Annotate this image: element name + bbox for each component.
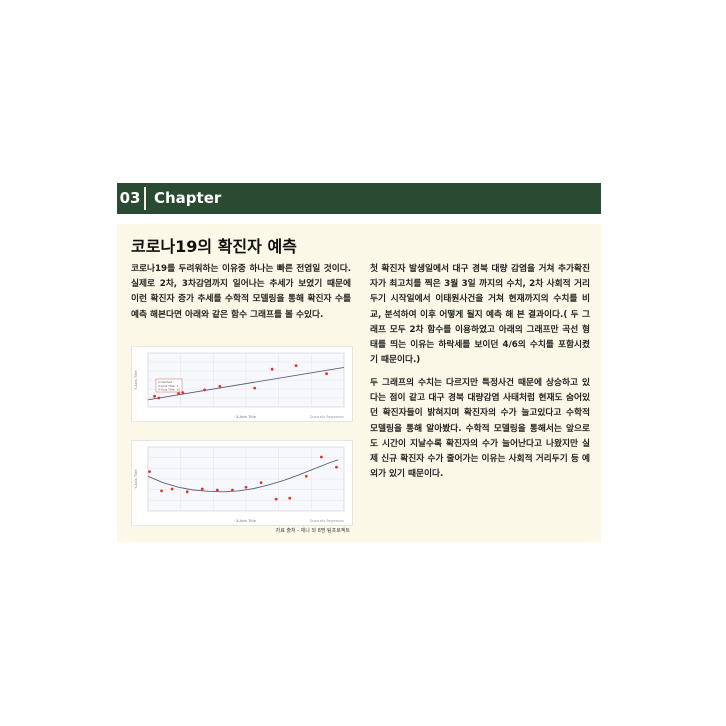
data-point-7 [253, 386, 257, 390]
data-point-14 [335, 465, 338, 469]
y-axis-label: Y-Axis Title [134, 370, 138, 390]
data-point-9 [259, 481, 263, 485]
data-point-1 [153, 394, 156, 398]
x-axis-label: X-Axis Title [236, 519, 257, 523]
article-title: 코로나19의 확진자 예측 [131, 237, 297, 256]
data-point-12 [304, 474, 308, 478]
x-axis-label: X-Axis Title [236, 415, 257, 419]
paragraph-conclusion: 두 그래프의 수치는 다르지만 특정사건 때문에 상승하고 있다는 점이 같고 … [370, 378, 590, 480]
regression-curve [147, 459, 339, 493]
chart-footer-label: Quadratic Regression [310, 519, 344, 523]
chart-1-svg: X-Axis Title Y-Axis Title Quadratic Regres… [134, 352, 345, 419]
data-point-3 [177, 392, 180, 395]
y-axis-label: Y-Axis Title [134, 469, 138, 489]
data-point-7 [231, 488, 234, 492]
regression-curve [147, 366, 345, 401]
data-point-2 [157, 396, 161, 400]
chart-u-shaped-regression: X-Axis Title Y-Axis Title Quadratic Regres… [131, 440, 353, 526]
chart-footer-label: Quadratic Regression [310, 415, 344, 419]
data-point-4 [185, 490, 189, 494]
data-point-13 [319, 455, 323, 459]
source-caption: 자료 출처 - 재니 외 8명 팀프로젝트 [275, 528, 350, 534]
paragraph-analysis: 첫 확진자 발생일에서 대구 경북 대량 감염을 거쳐 추가확진자가 최고치를 … [370, 264, 590, 366]
data-point-6 [215, 488, 219, 492]
chart-legend-box [155, 378, 183, 393]
data-point-8 [244, 485, 248, 489]
chart-legend-entry: Collected [158, 380, 172, 384]
chart-2-svg: X-Axis Title Y-Axis Title Quadratic Regres… [134, 446, 345, 523]
data-point-2 [160, 489, 163, 493]
data-point-10 [325, 372, 328, 376]
paragraph-intro: 코로나19를 두려워하는 이유중 하나는 빠른 전염일 것이다. 실제로 2차,… [131, 264, 351, 320]
data-point-9 [294, 364, 298, 367]
data-point-10 [274, 497, 278, 501]
data-point-6 [218, 384, 222, 388]
chapter-number: 03 [119, 189, 141, 207]
data-point-1 [148, 470, 151, 474]
data-point-11 [288, 496, 292, 500]
chart-legend-entry: X-Axis Title: 10 [158, 388, 180, 392]
data-point-5 [200, 487, 204, 491]
chart-rising-regression: X-Axis Title Y-Axis Title Quadratic Regres… [131, 346, 353, 422]
data-point-3 [170, 487, 174, 491]
data-point-5 [203, 388, 207, 392]
chart-legend-entry: X-Axis Title: 1 [158, 384, 178, 388]
chapter-divider [144, 187, 146, 210]
data-point-8 [270, 367, 274, 371]
chapter-header: 03 Chapter [117, 183, 601, 214]
chapter-title: Chapter [154, 189, 222, 207]
